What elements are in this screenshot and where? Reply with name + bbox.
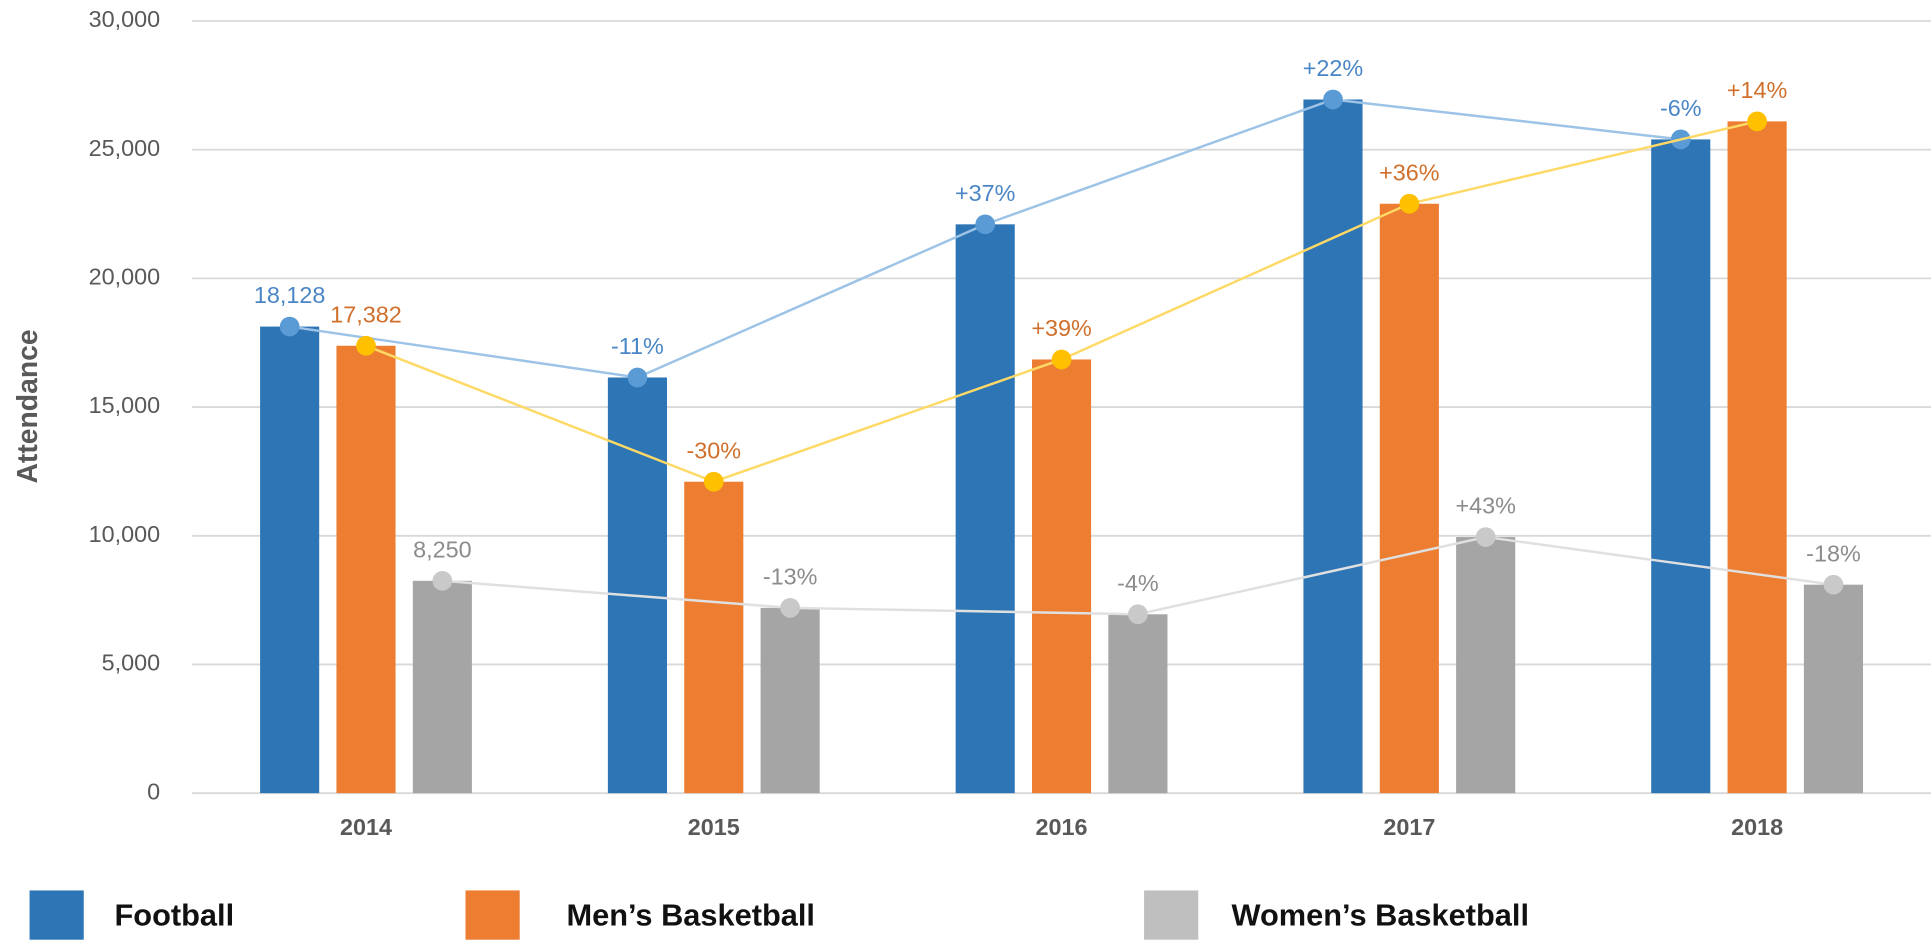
- change-label: +36%: [1379, 159, 1439, 185]
- x-tick-label: 2015: [688, 814, 740, 840]
- legend-label: Football: [115, 898, 235, 933]
- x-tick-label: 2014: [340, 814, 392, 840]
- y-tick-label: 5,000: [102, 650, 160, 676]
- marker: [780, 597, 800, 618]
- x-tick-label: 2016: [1036, 814, 1088, 840]
- marker: [1747, 111, 1767, 132]
- change-label: -13%: [763, 563, 818, 589]
- bar: [1803, 584, 1864, 794]
- change-label: +14%: [1727, 77, 1787, 103]
- bar: [336, 345, 396, 794]
- y-tick-label: 25,000: [89, 135, 160, 161]
- change-label: +39%: [1031, 315, 1091, 341]
- marker: [1399, 193, 1420, 214]
- marker: [1051, 349, 1072, 370]
- bar: [760, 607, 820, 794]
- marker: [627, 367, 648, 388]
- bar: [1456, 537, 1516, 794]
- bar: [1379, 203, 1439, 794]
- marker: [356, 335, 376, 356]
- bar: [1727, 121, 1787, 794]
- value-label: 17,382: [330, 301, 402, 327]
- bar: [955, 224, 1015, 794]
- bar: [1032, 359, 1092, 794]
- change-label: -18%: [1806, 540, 1861, 566]
- change-label: -6%: [1660, 95, 1702, 121]
- x-tick-label: 2018: [1731, 814, 1783, 840]
- marker: [279, 316, 300, 337]
- legend-label: Men’s Basketball: [566, 898, 814, 933]
- bar: [684, 481, 744, 794]
- marker: [1823, 574, 1844, 595]
- y-tick-label: 15,000: [89, 392, 160, 418]
- bar: [412, 580, 472, 794]
- y-tick-label: 20,000: [89, 264, 160, 290]
- bar: [1651, 139, 1711, 794]
- value-label: 8,250: [413, 536, 472, 562]
- change-label: -4%: [1117, 570, 1159, 596]
- change-label: -30%: [686, 437, 741, 463]
- marker: [432, 570, 453, 591]
- y-tick-label: 10,000: [89, 521, 160, 547]
- bar: [1303, 99, 1363, 794]
- y-tick-label: 30,000: [89, 6, 160, 32]
- change-label: -11%: [611, 333, 664, 359]
- marker: [703, 471, 724, 492]
- bar: [607, 377, 667, 794]
- marker: [1475, 527, 1496, 547]
- y-tick-label: 0: [147, 778, 160, 804]
- value-label: 18,128: [254, 282, 325, 308]
- legend-swatch: [29, 890, 84, 940]
- bar: [260, 326, 320, 794]
- legend-swatch: [465, 890, 520, 940]
- bar: [1108, 614, 1168, 794]
- change-label: +43%: [1455, 493, 1515, 519]
- marker: [1128, 604, 1148, 625]
- legend-label: Women’s Basketball: [1232, 898, 1530, 933]
- legend-swatch: [1144, 890, 1199, 940]
- marker: [1323, 89, 1343, 110]
- marker: [975, 214, 996, 235]
- y-axis-label: Attendance: [12, 329, 44, 483]
- change-label: +22%: [1303, 55, 1363, 81]
- x-tick-label: 2017: [1383, 814, 1435, 840]
- change-label: +37%: [955, 180, 1015, 206]
